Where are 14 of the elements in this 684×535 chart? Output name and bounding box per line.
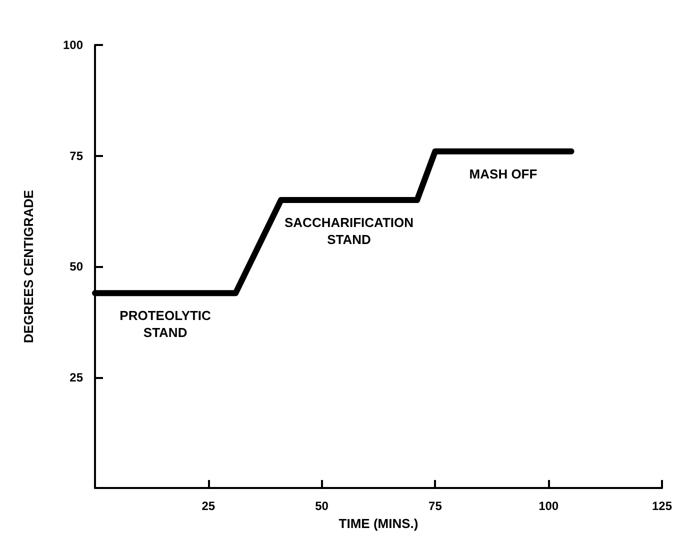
x-tick-label: 75 — [428, 499, 442, 513]
annotation: PROTEOLYTIC STAND — [120, 308, 212, 340]
x-tick-label: 50 — [315, 499, 329, 513]
y-tick-label: 25 — [70, 370, 84, 384]
y-axis-title: DEGREES CENTIGRADE — [21, 190, 36, 344]
x-tick-label: 25 — [202, 499, 216, 513]
y-tick-label: 75 — [70, 148, 84, 163]
x-tick-label: 100 — [538, 499, 559, 513]
y-tick-label: 100 — [62, 38, 84, 52]
annotation: MASH OFF — [469, 166, 538, 182]
x-tick-label: 125 — [652, 499, 672, 513]
annotation: SACCHARIFICATION STAND — [284, 215, 414, 248]
y-tick-label: 50 — [70, 260, 84, 274]
x-axis-title: TIME (MINS.) — [338, 516, 418, 531]
